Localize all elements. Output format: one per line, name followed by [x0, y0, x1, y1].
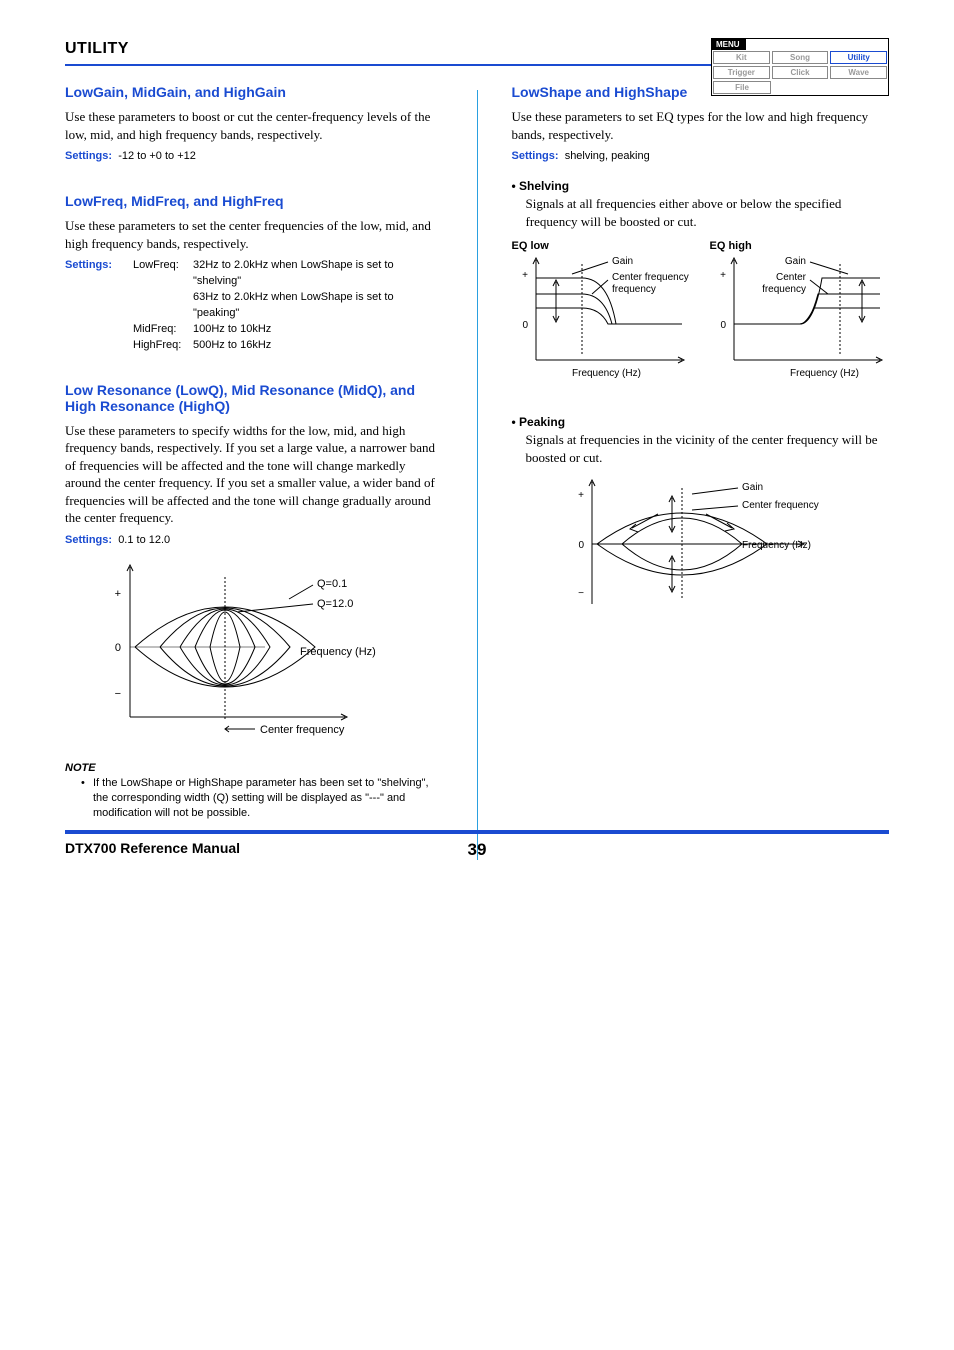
eq-high-svg: + 0 Gain Center frequency Frequency (Hz)	[710, 252, 894, 392]
menu-utility: Utility	[830, 51, 887, 64]
peaking-body: Signals at frequencies in the vicinity o…	[512, 431, 890, 466]
body-freq: Use these parameters to set the center f…	[65, 217, 443, 252]
settings-label: Settings:	[512, 150, 559, 162]
settings-shape-value: shelving, peaking	[565, 150, 650, 162]
svg-text:Frequency (Hz): Frequency (Hz)	[742, 540, 811, 551]
svg-text:Gain: Gain	[612, 256, 633, 267]
settings-shape: Settings: shelving, peaking	[512, 149, 890, 165]
footer-page: 39	[468, 840, 487, 860]
body-shape: Use these parameters to set EQ types for…	[512, 108, 890, 143]
shelving-body: Signals at all frequencies either above …	[512, 195, 890, 230]
q-minus: −	[115, 688, 121, 700]
settings-freq-table: Settings: LowFreq: 32Hz to 2.0kHz when L…	[65, 258, 443, 354]
svg-text:Gain: Gain	[742, 482, 763, 493]
menu-box: MENU Kit Song Utility Trigger Click Wave…	[711, 38, 889, 96]
menu-file: File	[713, 81, 771, 94]
peaking-head: • Peaking	[512, 415, 890, 429]
menu-trigger: Trigger	[713, 66, 770, 79]
column-divider	[477, 90, 478, 860]
settings-highfreq-key: HighFreq:	[133, 338, 193, 354]
peaking-diagram: + 0 − Gain Center frequency Frequency (H…	[512, 474, 890, 629]
shelving-diagrams: EQ low	[512, 240, 890, 397]
note-head: NOTE	[65, 762, 443, 774]
right-column: LowShape and HighShape Use these paramet…	[512, 84, 890, 860]
svg-text:Frequency (Hz): Frequency (Hz)	[790, 368, 859, 379]
svg-text:Gain: Gain	[784, 256, 805, 267]
svg-text:0: 0	[578, 540, 584, 551]
subhead-resonance: Low Resonance (LowQ), Mid Resonance (Mid…	[65, 382, 443, 414]
svg-text:+: +	[578, 490, 584, 501]
q-zero: 0	[115, 642, 121, 654]
svg-text:frequency: frequency	[762, 284, 806, 295]
page-footer: DTX700 Reference Manual 39	[65, 830, 889, 856]
q-diagram: + 0 − Q=0.1 Q=12.0 Frequency (Hz) Center…	[65, 557, 443, 752]
subhead-gain: LowGain, MidGain, and HighGain	[65, 84, 443, 100]
svg-text:0: 0	[522, 320, 528, 331]
menu-tab-label: MENU	[712, 39, 746, 50]
svg-text:Center frequency: Center frequency	[612, 272, 689, 283]
shelving-head: • Shelving	[512, 179, 890, 193]
svg-text:frequency: frequency	[612, 284, 656, 295]
left-column: LowGain, MidGain, and HighGain Use these…	[65, 84, 443, 860]
settings-gain: Settings: -12 to +0 to +12	[65, 149, 443, 165]
menu-click: Click	[772, 66, 829, 79]
settings-highfreq-val: 500Hz to 16kHz	[193, 338, 443, 354]
eq-high-title: EQ high	[710, 240, 894, 252]
settings-lowfreq-key: LowFreq:	[133, 258, 193, 322]
menu-kit: Kit	[713, 51, 770, 64]
settings-label: Settings:	[65, 150, 112, 162]
menu-wave: Wave	[830, 66, 887, 79]
settings-lowfreq-val: 32Hz to 2.0kHz when LowShape is set to "…	[193, 258, 443, 322]
q-hi-label: Q=12.0	[317, 598, 353, 610]
q-freq-label: Frequency (Hz)	[300, 646, 376, 658]
svg-text:Center frequency: Center frequency	[742, 500, 819, 511]
footer-rule	[65, 830, 889, 834]
svg-text:0: 0	[720, 320, 726, 331]
subhead-freq: LowFreq, MidFreq, and HighFreq	[65, 193, 443, 209]
menu-song: Song	[772, 51, 829, 64]
q-lo-label: Q=0.1	[317, 578, 347, 590]
note-body: If the LowShape or HighShape parameter h…	[65, 776, 443, 821]
eq-low-svg: + 0 Gain Center frequency frequency Freq…	[512, 252, 696, 392]
svg-text:+: +	[522, 270, 528, 281]
svg-text:+: +	[720, 270, 726, 281]
footer-product: DTX700 Reference Manual	[65, 840, 240, 856]
svg-text:Center: Center	[775, 272, 806, 283]
settings-label: Settings:	[65, 534, 112, 546]
body-resonance: Use these parameters to specify widths f…	[65, 422, 443, 527]
q-plus: +	[115, 588, 121, 600]
svg-text:Frequency (Hz): Frequency (Hz)	[572, 368, 641, 379]
q-cf-label: Center frequency	[260, 724, 345, 736]
settings-gain-value: -12 to +0 to +12	[118, 150, 196, 162]
svg-text:−: −	[578, 588, 584, 599]
body-gain: Use these parameters to boost or cut the…	[65, 108, 443, 143]
settings-resonance: Settings: 0.1 to 12.0	[65, 533, 443, 549]
two-column-layout: LowGain, MidGain, and HighGain Use these…	[65, 84, 889, 860]
settings-resonance-value: 0.1 to 12.0	[118, 534, 170, 546]
settings-midfreq-val: 100Hz to 10kHz	[193, 322, 443, 338]
settings-label: Settings:	[65, 258, 133, 322]
eq-low-title: EQ low	[512, 240, 696, 252]
settings-midfreq-key: MidFreq:	[133, 322, 193, 338]
